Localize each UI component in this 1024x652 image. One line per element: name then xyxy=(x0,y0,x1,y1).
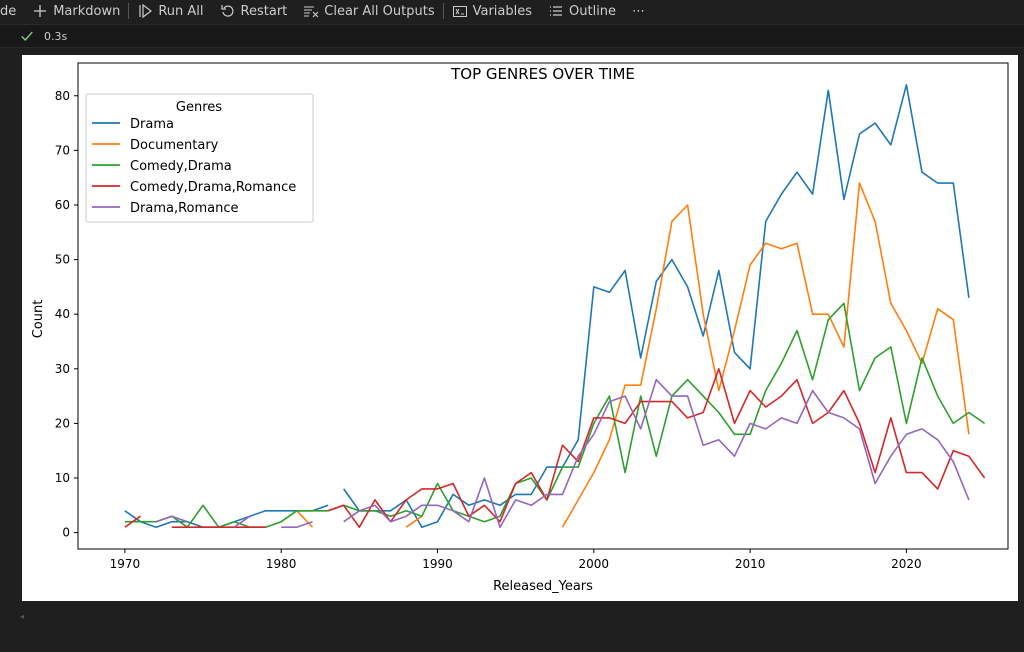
legend-entry: Comedy,Drama xyxy=(130,159,232,174)
x-tick-label: 1970 xyxy=(110,557,141,571)
y-tick-label: 50 xyxy=(55,253,70,267)
restart-button[interactable]: Restart xyxy=(212,0,296,22)
clear-outputs-icon xyxy=(304,6,319,18)
series-line-documentary-0 xyxy=(296,510,314,528)
series-line-documentary-2 xyxy=(561,182,970,528)
variables-button-label: Variables xyxy=(472,3,533,19)
restart-icon xyxy=(220,5,234,17)
more-actions-button[interactable]: ⋯ xyxy=(624,0,653,22)
toolbar-divider xyxy=(442,3,444,19)
legend-entry: Drama,Romance xyxy=(130,201,239,216)
x-tick-label: 1990 xyxy=(422,557,453,571)
line-chart: 1970 1980 1990 2000 2010 2020 0 10 20 30 40 50 60 70… xyxy=(31,62,1009,594)
legend-title: Genres xyxy=(176,100,222,115)
plus-icon xyxy=(34,5,47,17)
legend-entry: Documentary xyxy=(130,138,219,153)
series-line-drama-romance-0 xyxy=(155,515,188,523)
y-tick-label: 70 xyxy=(55,143,70,157)
variables-icon xyxy=(452,6,467,17)
legend: Genres Drama Documentary Comedy,Drama Comed… xyxy=(85,93,314,223)
x-tick-label: 1980 xyxy=(266,557,297,571)
notebook-toolbar: ode Markdown Run All Restart Clear All O… xyxy=(0,0,1024,22)
clear-outputs-button-label: Clear All Outputs xyxy=(324,3,435,19)
restart-button-label: Restart xyxy=(240,3,288,19)
x-tick-label: 2010 xyxy=(735,557,766,571)
x-tick-label: 2000 xyxy=(579,557,610,571)
legend-entry: Drama xyxy=(130,117,174,132)
axes-frame xyxy=(77,62,1009,550)
run-all-button[interactable]: Run All xyxy=(129,0,211,22)
markdown-button-label: Markdown xyxy=(53,3,121,19)
series-line-drama-romance-3 xyxy=(343,378,970,529)
series-line-comedy-drama-0 xyxy=(124,302,986,529)
x-axis-label: Released_Years xyxy=(493,579,593,594)
series-line-documentary-1 xyxy=(405,515,423,528)
y-tick-label: 30 xyxy=(55,362,70,376)
variables-button[interactable]: Variables xyxy=(444,0,540,22)
y-axis-label: Count xyxy=(31,300,46,339)
y-tick-label: 40 xyxy=(55,307,70,321)
clear-outputs-button[interactable]: Clear All Outputs xyxy=(295,0,442,22)
series-line-comedy-drama-romance-0 xyxy=(124,515,141,528)
series-line-drama-1 xyxy=(343,83,970,529)
legend-box xyxy=(85,93,314,223)
code-button-label: ode xyxy=(0,3,17,19)
x-tick-label: 2020 xyxy=(891,557,922,571)
y-tick-label: 10 xyxy=(55,471,70,485)
series-line-comedy-drama-romance-2 xyxy=(327,367,986,529)
check-icon xyxy=(21,31,33,41)
plot-area xyxy=(124,83,986,529)
y-axis: 0 10 20 30 40 50 60 70 80 xyxy=(55,89,78,540)
series-line-drama-romance-2 xyxy=(281,520,313,529)
execution-time: 0.3s xyxy=(44,29,68,43)
y-tick-label: 0 xyxy=(62,526,70,540)
toolbar-divider xyxy=(128,3,130,19)
run-all-button-label: Run All xyxy=(158,3,204,19)
series-line-drama-romance-1 xyxy=(233,515,251,528)
outline-button-label: Outline xyxy=(569,3,617,19)
y-tick-label: 20 xyxy=(55,416,70,430)
y-tick-label: 60 xyxy=(55,198,70,212)
legend-entry: Comedy,Drama,Romance xyxy=(130,180,296,195)
cell-status-bar: 0.3s xyxy=(0,24,1024,48)
code-button[interactable]: ode xyxy=(0,0,24,22)
more-icon: ⋯ xyxy=(632,3,646,19)
chart-title: TOP GENRES OVER TIME xyxy=(450,65,635,83)
y-tick-label: 80 xyxy=(55,89,70,103)
outline-icon xyxy=(550,6,563,16)
outline-button[interactable]: Outline xyxy=(540,0,624,22)
scroll-indicator: ◂ xyxy=(20,612,25,621)
run-all-icon xyxy=(139,3,153,19)
cell-output: 1970 1980 1990 2000 2010 2020 0 10 20 30 40 50 60 70… xyxy=(22,55,1018,601)
markdown-button[interactable]: Markdown xyxy=(24,0,128,22)
x-axis: 1970 1980 1990 2000 2010 2020 xyxy=(110,549,922,571)
